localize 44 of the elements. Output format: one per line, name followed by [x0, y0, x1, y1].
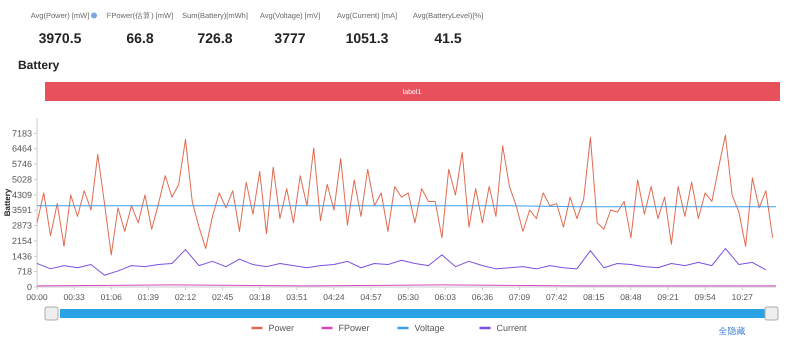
x-tick-label: 00:33: [63, 292, 86, 302]
x-tick-label: 08:15: [583, 292, 605, 302]
y-tick-label: 7183: [12, 128, 32, 138]
text: 66.8: [126, 30, 154, 46]
x-tick-label: 02:12: [174, 292, 196, 302]
y-tick-label: 4309: [12, 190, 32, 200]
text: 3777: [274, 30, 306, 46]
legend-label: Power: [268, 323, 294, 333]
text: 726.8: [197, 30, 233, 46]
text: 1051.3: [346, 30, 389, 46]
y-tick-label: 5028: [12, 174, 32, 184]
legend-label: FPower: [338, 323, 370, 333]
x-tick-label: 07:42: [546, 292, 568, 302]
x-tick-label: 03:18: [249, 292, 271, 302]
x-tick-label: 00:00: [26, 292, 48, 302]
y-axis-title: Battery: [3, 188, 12, 216]
x-tick-label: 05:30: [398, 292, 420, 302]
legend-label: Current: [496, 323, 528, 333]
x-tick-label: 10:27: [732, 292, 754, 302]
x-tick-label: 06:03: [434, 292, 456, 302]
x-tick-label: 09:54: [694, 292, 716, 302]
x-tick-label: 07:09: [508, 292, 530, 302]
y-tick-label: 718: [16, 266, 32, 277]
chart-title: Battery: [18, 58, 60, 72]
y-tick-label: 3591: [12, 205, 32, 216]
x-tick-label: 06:36: [472, 292, 494, 302]
legend-label: Voltage: [414, 323, 445, 333]
y-tick-label: 2154: [12, 236, 32, 246]
x-tick-label: 03:51: [286, 292, 308, 302]
y-tick-label: 0: [26, 282, 32, 292]
y-tick-label: 5746: [12, 159, 32, 170]
x-tick-label: 04:57: [360, 292, 382, 302]
x-tick-label: 08:48: [620, 292, 642, 302]
y-tick-label: 6464: [12, 144, 32, 154]
x-tick-label: 09:21: [657, 292, 679, 302]
text: 41.5: [434, 30, 462, 46]
text: 3970.5: [38, 30, 82, 46]
x-tick-label: 01:39: [138, 292, 160, 302]
text: 全隐藏: [718, 326, 746, 336]
y-tick-label: 2873: [12, 220, 32, 231]
x-tick-label: 02:45: [212, 292, 234, 302]
y-tick-label: 1436: [12, 251, 32, 262]
x-tick-label: 01:06: [100, 292, 122, 302]
x-tick-label: 04:24: [323, 292, 345, 302]
